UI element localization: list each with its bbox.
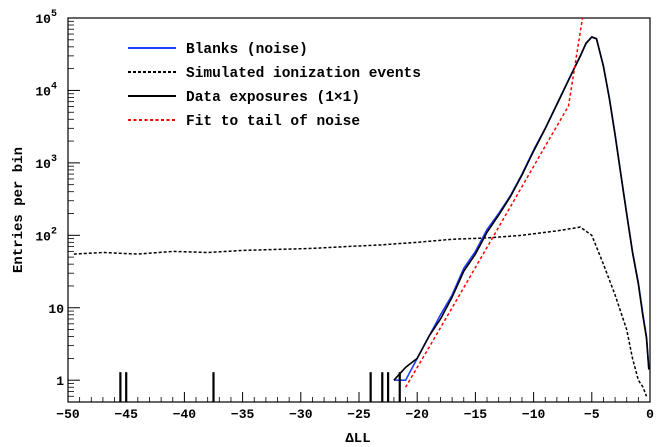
x-tick-label: −5 — [584, 407, 600, 422]
series-line — [393, 36, 650, 381]
y-tick-label: 105 — [35, 9, 57, 27]
y-tick-label: 10 — [48, 302, 64, 317]
series-lines — [73, 17, 650, 402]
x-tick-label: −45 — [114, 407, 138, 422]
x-axis-title: ΔLL — [345, 431, 370, 447]
legend: Blanks (noise) Simulated ionization event… — [128, 42, 421, 130]
x-tick-label: −15 — [464, 407, 488, 422]
x-tick-label: −35 — [231, 407, 255, 422]
x-tick-label: −50 — [56, 407, 80, 422]
series-line — [73, 226, 648, 397]
legend-entry: Data exposures (1×1) — [186, 90, 360, 106]
y-tick-labels: 1 10 102 103 104 105 — [35, 9, 64, 389]
legend-entry: Simulated ionization events — [186, 66, 421, 82]
legend-entry: Blanks (noise) — [186, 42, 308, 58]
y-tick-label: 1 — [56, 374, 64, 389]
series-line — [404, 17, 584, 388]
x-tick-label: −25 — [347, 407, 371, 422]
series-line — [393, 35, 650, 381]
x-tick-label: 0 — [646, 407, 654, 422]
x-tick-labels: −50 −45 −40 −35 −30 −25 −20 −15 −10 −5 0 — [56, 407, 654, 422]
axis-ticks — [67, 17, 651, 403]
y-axis-title: Entries per bin — [11, 147, 27, 273]
x-tick-label: −10 — [522, 407, 546, 422]
legend-entry: Fit to tail of noise — [186, 114, 360, 130]
x-tick-label: −30 — [289, 407, 313, 422]
y-tick-label: 104 — [35, 81, 57, 99]
x-tick-label: −20 — [405, 407, 429, 422]
y-tick-label: 102 — [35, 226, 57, 244]
y-tick-label: 103 — [35, 154, 57, 172]
x-tick-label: −40 — [173, 407, 197, 422]
